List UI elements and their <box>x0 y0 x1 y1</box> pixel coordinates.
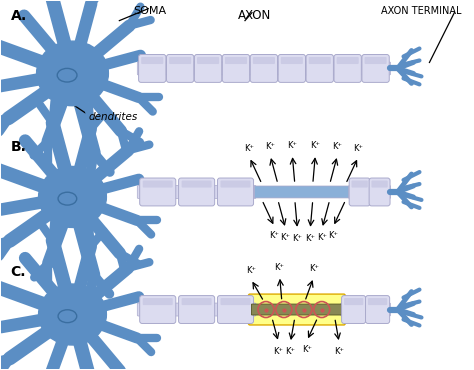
FancyBboxPatch shape <box>309 57 331 64</box>
FancyBboxPatch shape <box>344 298 363 305</box>
Text: dendrites: dendrites <box>89 112 137 122</box>
FancyBboxPatch shape <box>248 294 345 325</box>
Text: K⁺: K⁺ <box>285 347 295 356</box>
FancyBboxPatch shape <box>349 178 370 206</box>
FancyBboxPatch shape <box>341 303 391 316</box>
FancyBboxPatch shape <box>182 181 211 188</box>
Text: K⁺: K⁺ <box>332 142 343 151</box>
FancyBboxPatch shape <box>179 178 215 206</box>
Text: K⁺: K⁺ <box>244 144 254 153</box>
FancyBboxPatch shape <box>222 54 250 83</box>
FancyBboxPatch shape <box>225 57 247 64</box>
FancyBboxPatch shape <box>253 57 275 64</box>
FancyBboxPatch shape <box>218 296 254 323</box>
Text: K⁺: K⁺ <box>309 264 319 273</box>
FancyBboxPatch shape <box>365 57 387 64</box>
FancyBboxPatch shape <box>337 57 359 64</box>
FancyBboxPatch shape <box>194 54 222 83</box>
FancyBboxPatch shape <box>220 298 250 305</box>
FancyBboxPatch shape <box>220 181 250 188</box>
FancyBboxPatch shape <box>140 178 176 206</box>
FancyBboxPatch shape <box>278 54 306 83</box>
FancyBboxPatch shape <box>250 54 278 83</box>
Text: A.: A. <box>11 9 27 23</box>
Text: K⁺: K⁺ <box>274 263 284 272</box>
FancyBboxPatch shape <box>351 181 368 188</box>
Text: K⁺: K⁺ <box>334 347 344 356</box>
Ellipse shape <box>38 166 106 228</box>
FancyBboxPatch shape <box>143 181 173 188</box>
Text: K⁺: K⁺ <box>353 144 364 153</box>
Text: K⁺: K⁺ <box>302 345 312 354</box>
FancyBboxPatch shape <box>140 296 176 323</box>
Text: myelin: myelin <box>282 68 317 78</box>
FancyBboxPatch shape <box>141 57 164 64</box>
FancyBboxPatch shape <box>143 298 173 305</box>
Text: K⁺: K⁺ <box>270 231 280 240</box>
FancyBboxPatch shape <box>365 296 390 323</box>
Text: AXON: AXON <box>238 9 272 22</box>
FancyBboxPatch shape <box>137 62 391 75</box>
FancyBboxPatch shape <box>137 303 256 316</box>
Ellipse shape <box>38 284 106 345</box>
FancyBboxPatch shape <box>362 54 389 83</box>
Text: K⁺: K⁺ <box>328 231 338 240</box>
FancyBboxPatch shape <box>169 57 191 64</box>
Text: K⁺: K⁺ <box>310 141 320 150</box>
FancyBboxPatch shape <box>182 298 211 305</box>
FancyBboxPatch shape <box>166 54 194 83</box>
Text: C.: C. <box>11 265 26 279</box>
Text: K⁺: K⁺ <box>292 234 302 243</box>
FancyBboxPatch shape <box>372 181 388 188</box>
FancyBboxPatch shape <box>342 296 366 323</box>
Text: SOMA: SOMA <box>134 6 167 16</box>
Text: K⁺: K⁺ <box>305 234 315 243</box>
FancyBboxPatch shape <box>281 57 303 64</box>
Ellipse shape <box>36 41 109 106</box>
Text: K⁺: K⁺ <box>287 141 297 150</box>
FancyBboxPatch shape <box>255 186 350 198</box>
FancyBboxPatch shape <box>369 178 390 206</box>
FancyBboxPatch shape <box>334 54 361 83</box>
Text: K⁺: K⁺ <box>265 142 275 151</box>
FancyBboxPatch shape <box>368 298 387 305</box>
Text: K⁺: K⁺ <box>246 266 256 275</box>
Text: K⁺: K⁺ <box>317 233 327 242</box>
FancyBboxPatch shape <box>137 185 256 198</box>
FancyBboxPatch shape <box>306 54 333 83</box>
Text: AXON TERMINAL: AXON TERMINAL <box>381 6 461 16</box>
FancyBboxPatch shape <box>218 178 254 206</box>
FancyBboxPatch shape <box>252 304 342 315</box>
FancyBboxPatch shape <box>197 57 219 64</box>
Text: B.: B. <box>11 140 27 154</box>
FancyBboxPatch shape <box>138 54 166 83</box>
Text: K⁺: K⁺ <box>273 347 283 356</box>
FancyBboxPatch shape <box>349 185 391 198</box>
FancyBboxPatch shape <box>179 296 215 323</box>
Text: K⁺: K⁺ <box>281 233 291 242</box>
